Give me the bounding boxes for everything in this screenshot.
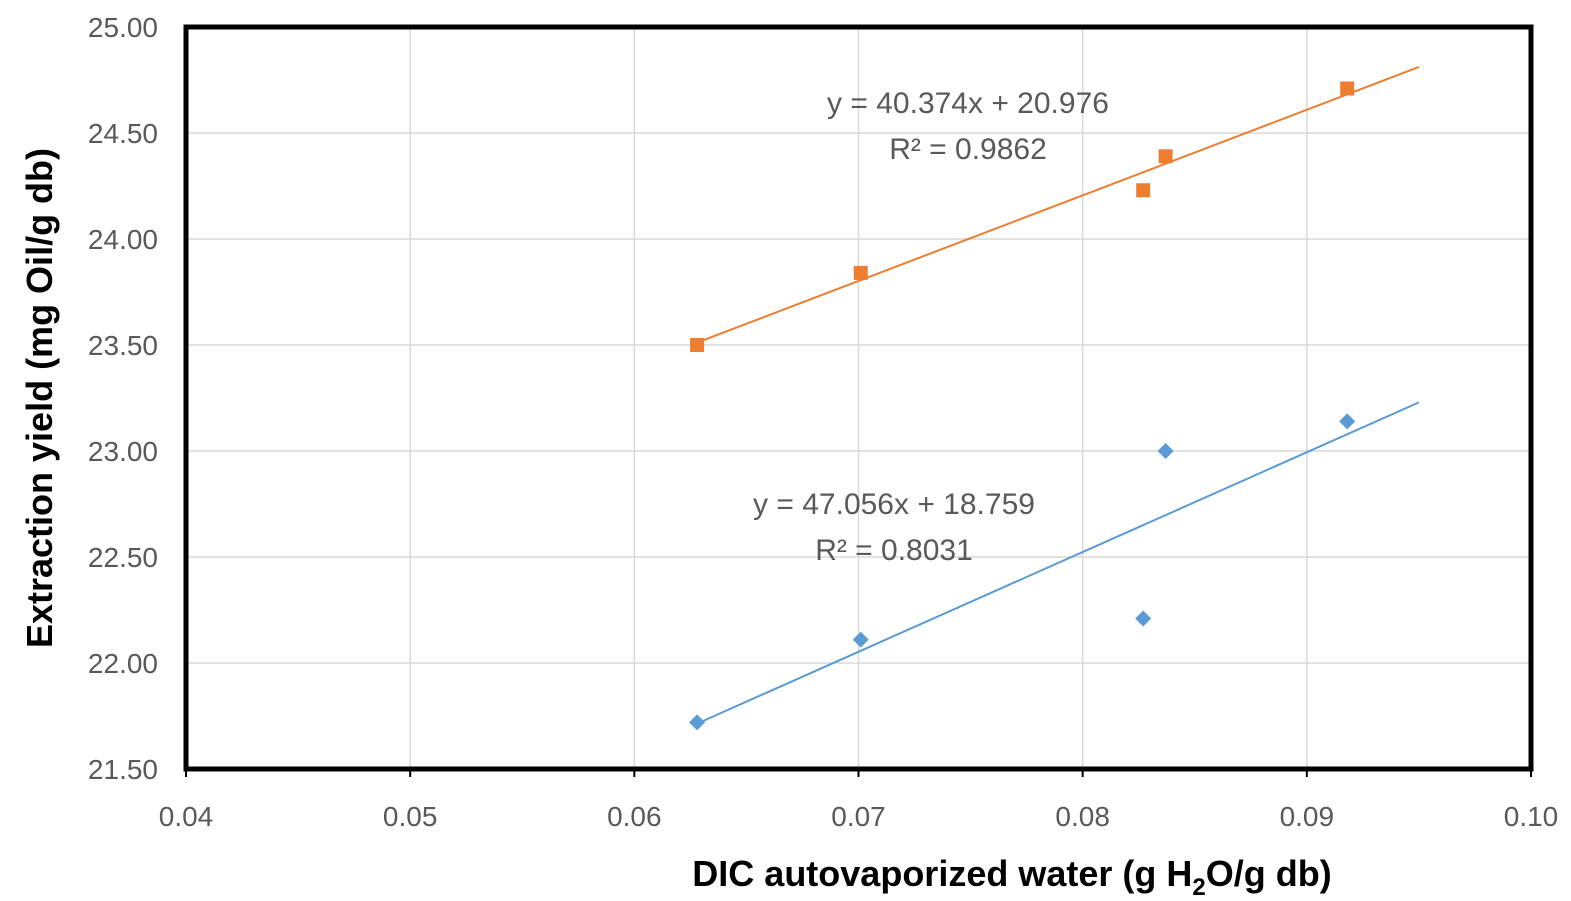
x-axis-title: DIC autovaporized water (g H2O/g db) (692, 853, 1331, 901)
y-tick-label: 22.00 (88, 648, 158, 679)
point-series-1 (1340, 81, 1355, 96)
y-tick-label: 21.50 (88, 754, 158, 785)
y-tick-label: 22.50 (88, 542, 158, 573)
x-axis-ticks: 0.04 0.05 0.06 0.07 0.08 0.09 0.10 (159, 769, 1559, 832)
x-tick-label: 0.04 (159, 801, 214, 832)
equation-label-series-1: y = 40.374x + 20.976 (827, 87, 1109, 120)
x-axis-title-part-1: DIC autovaporized water (g H (692, 853, 1192, 894)
trendline-series-2 (696, 401, 1420, 725)
y-tick-label: 25.00 (88, 12, 158, 43)
data-points (689, 81, 1356, 731)
y-tick-label: 24.50 (88, 118, 158, 149)
x-tick-label: 0.07 (831, 801, 886, 832)
x-tick-label: 0.06 (607, 801, 662, 832)
trendline-series-1 (696, 66, 1420, 344)
x-tick-label: 0.10 (1504, 801, 1559, 832)
point-series-2 (689, 714, 706, 731)
x-tick-label: 0.05 (383, 801, 438, 832)
point-series-1 (1136, 183, 1151, 198)
x-axis-title-part-3: O/g db) (1206, 853, 1332, 894)
r2-label-series-2: R² = 0.8031 (815, 534, 973, 567)
y-axis-title: Extraction yield (mg Oil/g db) (19, 148, 60, 648)
equation-label-series-2: y = 47.056x + 18.759 (753, 488, 1035, 521)
r2-label-series-1: R² = 0.9862 (889, 133, 1047, 166)
y-tick-label: 23.00 (88, 436, 158, 467)
x-axis-title-subscript: 2 (1192, 874, 1205, 901)
x-tick-label: 0.09 (1280, 801, 1335, 832)
point-series-1 (690, 338, 705, 352)
point-series-2 (852, 631, 869, 648)
y-tick-label: 24.00 (88, 224, 158, 255)
point-series-2 (1135, 610, 1152, 627)
point-series-1 (1158, 149, 1173, 164)
point-series-2 (1157, 443, 1174, 459)
point-series-2 (1339, 413, 1356, 430)
grid-lines (186, 27, 1531, 769)
point-series-1 (853, 265, 868, 280)
y-axis-ticks: 21.50 22.00 22.50 23.00 23.50 24.00 24.50 25.00 (88, 12, 158, 785)
x-tick-label: 0.08 (1055, 801, 1110, 832)
y-tick-label: 23.50 (88, 330, 158, 361)
trendlines (696, 66, 1420, 725)
